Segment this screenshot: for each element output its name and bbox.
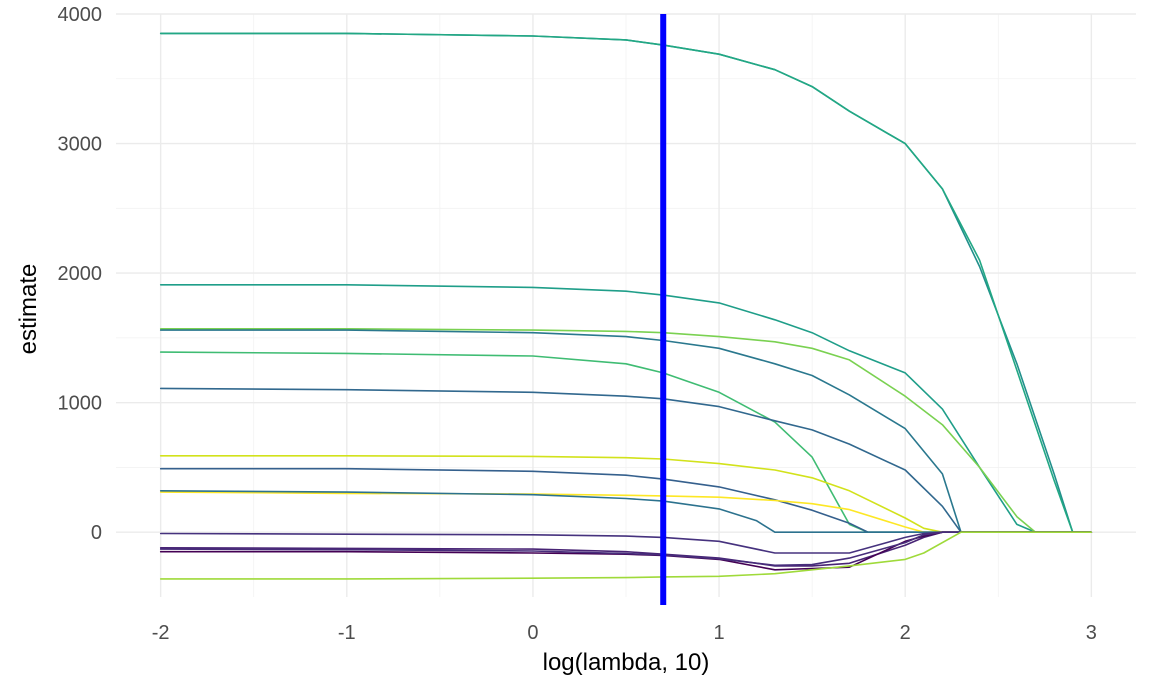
y-tick-label: 2000 [58, 263, 103, 285]
series-line-15 [159, 531, 1093, 567]
series-line-8 [159, 455, 1093, 533]
y-axis-title: estimate [15, 264, 42, 355]
series-line-9 [159, 467, 1093, 533]
series-line-14 [159, 531, 1093, 571]
x-axis-title: log(lambda, 10) [543, 649, 710, 676]
x-tick-label: 2 [900, 622, 911, 644]
series-line-7 [159, 387, 1093, 533]
y-tick-label: 4000 [58, 4, 103, 26]
y-tick-label: 3000 [58, 134, 103, 156]
x-tick-labels: -2 -1 0 1 2 3 [152, 622, 1097, 644]
y-tick-label: 0 [91, 522, 102, 544]
y-tick-labels: 0 1000 2000 3000 4000 [58, 4, 103, 544]
x-tick-label: 0 [527, 622, 538, 644]
grid [116, 13, 1136, 597]
series-line-4 [159, 328, 1093, 533]
x-tick-label: -1 [338, 622, 356, 644]
series-line-5 [159, 329, 1093, 533]
series-line-3 [159, 284, 1093, 533]
y-tick-label: 1000 [58, 393, 103, 415]
x-tick-label: 1 [714, 622, 725, 644]
series-line-12 [159, 531, 1093, 554]
x-tick-label: -2 [152, 622, 170, 644]
series-line-16 [159, 531, 1093, 580]
x-tick-label: 3 [1086, 622, 1097, 644]
series-line-2 [159, 32, 1093, 533]
